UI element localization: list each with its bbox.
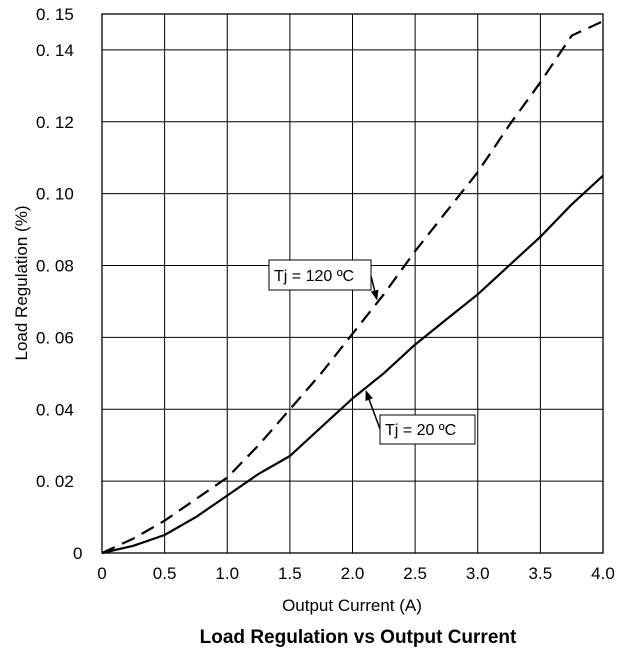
- annotation-arrow: [370, 275, 379, 301]
- y-tick-label: 0. 06: [36, 328, 74, 347]
- annotation-label: Tj = 120 ºC: [274, 268, 354, 285]
- annotation-label: Tj = 20 ºC: [385, 422, 456, 439]
- x-tick-label: 2.0: [341, 564, 365, 583]
- x-tick-label: 3.0: [466, 564, 490, 583]
- x-tick-label: 1.5: [278, 564, 302, 583]
- annotation-arrow: [365, 390, 381, 430]
- y-tick-label: 0. 14: [36, 41, 74, 60]
- x-tick-label: 3.5: [529, 564, 553, 583]
- x-tick-label: 4.0: [591, 564, 615, 583]
- x-axis-label: Output Current (A): [282, 596, 422, 615]
- y-tick-label: 0. 04: [36, 400, 74, 419]
- x-tick-label: 1.0: [215, 564, 239, 583]
- tick-labels: 0 0.5 1.0 1.5 2.0 2.5 3.0 3.5 4.0 0 0. 02 0. 04 0. 0…: [36, 5, 615, 583]
- y-tick-label: 0. 10: [36, 185, 74, 204]
- y-tick-label: 0. 02: [36, 472, 74, 491]
- annotation-box: [268, 259, 372, 291]
- y-tick-label: 0. 08: [36, 257, 74, 276]
- chart-title: Load Regulation vs Output Current: [200, 627, 517, 648]
- y-axis-label: Load Regulation (%): [12, 206, 31, 361]
- grid: [101, 13, 604, 554]
- series-lines: [101, 20, 604, 555]
- x-tick-label: 0.5: [153, 564, 177, 583]
- annotation-box: [379, 414, 476, 445]
- annotation-callout: Tj = 20 ºC: [365, 390, 476, 445]
- y-tick-label: 0: [73, 544, 82, 563]
- annotations: Tj = 120 ºC Tj = 20 ºC: [268, 259, 476, 445]
- y-tick-label: 0. 15: [36, 5, 74, 24]
- x-tick-label: 2.5: [403, 564, 427, 583]
- x-tick-label: 0: [97, 564, 106, 583]
- series-line-2: [101, 174, 604, 555]
- y-tick-label: 0. 12: [36, 113, 74, 132]
- annotation-callout: Tj = 120 ºC: [268, 259, 379, 301]
